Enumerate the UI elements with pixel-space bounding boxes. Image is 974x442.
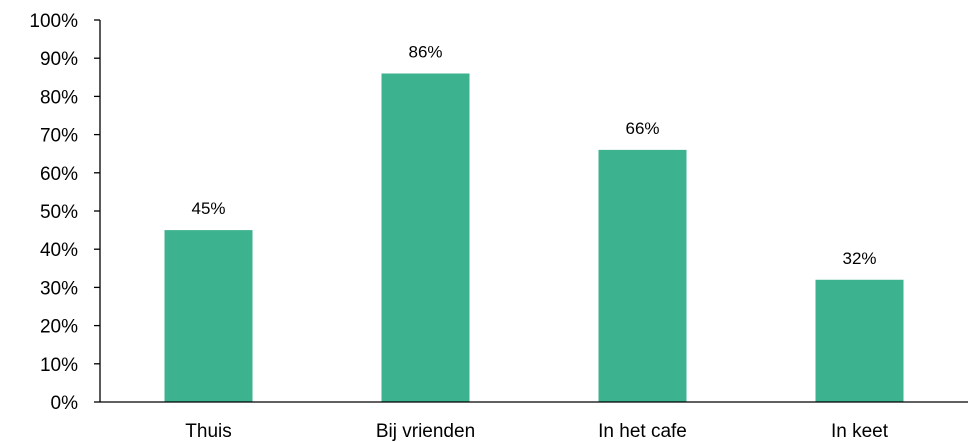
bar-value-label: 45% bbox=[191, 199, 225, 218]
y-tick-label: 30% bbox=[40, 278, 78, 299]
y-tick-label: 90% bbox=[40, 49, 78, 70]
y-tick-label: 100% bbox=[29, 11, 78, 32]
x-category-label: Thuis bbox=[185, 421, 231, 442]
x-axis-labels: Thuis Bij vrienden In het cafe In keet bbox=[185, 421, 888, 442]
bar bbox=[815, 279, 904, 402]
y-tick-label: 70% bbox=[40, 126, 78, 147]
x-category-label: Bij vrienden bbox=[376, 421, 475, 442]
data-labels: 45% 86% 66% 32% bbox=[191, 42, 876, 267]
y-tick-label: 0% bbox=[51, 393, 79, 414]
bar bbox=[164, 230, 253, 402]
bar bbox=[381, 73, 470, 402]
bar-value-label: 32% bbox=[842, 249, 876, 268]
y-tick-label: 60% bbox=[40, 164, 78, 185]
bar-value-label: 66% bbox=[625, 119, 659, 138]
y-axis-ticks: 0% 10% 20% 30% 40% 50% 60% 70% 80% 90% 100% bbox=[29, 11, 100, 414]
bar bbox=[598, 149, 687, 402]
bar-value-label: 86% bbox=[408, 42, 442, 61]
y-tick-label: 10% bbox=[40, 355, 78, 376]
y-tick-label: 20% bbox=[40, 317, 78, 338]
x-category-label: In keet bbox=[831, 421, 889, 442]
bars bbox=[164, 73, 904, 402]
y-tick-label: 40% bbox=[40, 240, 78, 261]
x-category-label: In het cafe bbox=[598, 421, 687, 442]
y-tick-label: 50% bbox=[40, 202, 78, 223]
y-tick-label: 80% bbox=[40, 87, 78, 108]
